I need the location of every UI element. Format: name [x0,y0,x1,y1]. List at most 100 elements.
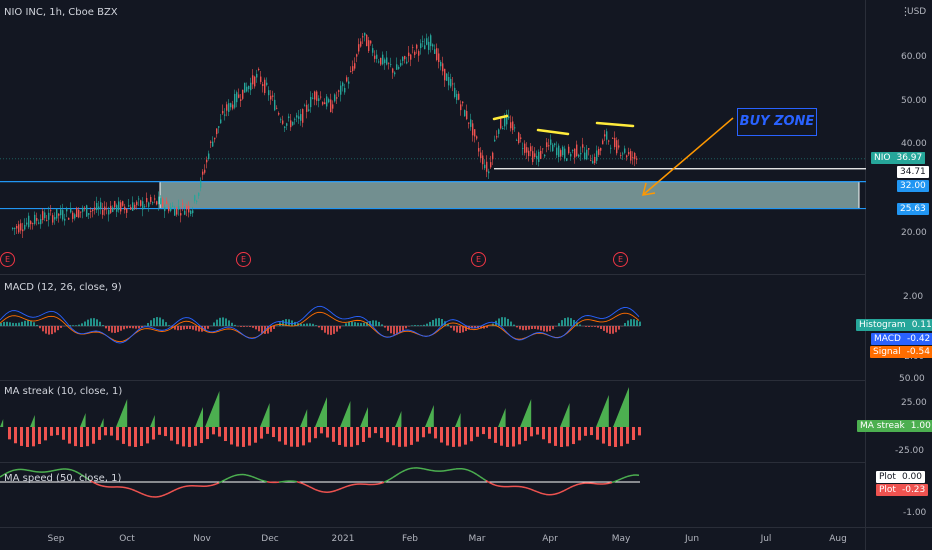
streak-up-bar [30,415,35,427]
plot-segment [83,475,88,480]
y-tick: 40.00 [901,139,927,149]
streak-down-bar [434,427,437,439]
macd-line [0,305,640,344]
macd-histogram-bar [54,326,56,333]
plot-segment [392,474,397,478]
macd-histogram-bar [120,326,122,331]
plot-segment [554,492,559,495]
plot-segment [257,478,262,481]
candle-body [82,207,84,212]
streak-down-bar [530,427,533,437]
plot-segment [2,472,7,476]
candle-body [110,205,112,213]
candle-body [278,113,280,115]
candle-body [564,148,566,159]
macd-histogram-bar [102,325,104,326]
macd-histogram-bar [540,326,542,331]
candle-body [342,82,344,87]
candle-body [418,51,420,56]
streak-down-bar [14,427,17,444]
macd-histogram-bar [174,326,176,330]
candle-body [594,157,596,164]
macd-histogram-bar [630,319,632,326]
streak-up-bar [625,418,629,427]
candle-body [380,57,382,65]
candle-body [450,78,452,87]
macd-histogram-bar [423,324,425,326]
menu-icon[interactable]: ⋮ [900,5,911,18]
candle-body [530,146,532,152]
plot-segment [5,471,10,475]
candle-body [382,54,384,65]
earnings-marker[interactable]: E [236,252,251,267]
streak-up-bar [116,399,128,427]
ma-streak-title[interactable]: MA streak (10, close, 1) [4,386,123,397]
streak-down-bar [200,427,203,444]
plot-segment [254,477,259,480]
macd-title[interactable]: MACD (12, 26, close, 9) [4,282,122,293]
macd-histogram-bar [600,326,602,330]
candle-body [504,116,506,127]
candle-body [410,54,412,60]
macd-histogram-bar [216,319,218,326]
symbol-title[interactable]: NIO INC, 1h, Cboe BZX [4,7,118,18]
earnings-marker[interactable]: E [471,252,486,267]
pane-separator[interactable] [0,462,866,463]
earnings-marker[interactable]: E [613,252,628,267]
candle-body [490,162,492,168]
streak-up-bar [613,387,629,427]
x-tick: Nov [193,534,211,544]
candle-body [584,152,586,159]
pane-separator[interactable] [0,380,866,381]
streak-down-bar [578,427,581,441]
plot-segment [488,481,493,485]
earnings-marker[interactable]: E [0,252,15,267]
candle-body [330,99,332,113]
candle-body [150,196,152,202]
candle-body [304,105,306,107]
plot-segment [542,493,547,496]
plot-segment [311,487,316,491]
streak-down-bar [566,427,569,447]
macd-histogram-bar [519,326,521,330]
pane-separator[interactable] [0,274,866,275]
macd-histogram-bar [387,326,389,331]
macd-histogram-bar [90,318,92,326]
candle-body [76,207,78,218]
candle-body [390,64,392,65]
candle-body [128,205,130,207]
candle-body [336,97,338,99]
macd-histogram-bar [69,325,71,326]
candle-body [436,48,438,60]
candle-body [474,129,476,137]
macd-histogram-bar [186,326,188,329]
candle-body [618,145,620,148]
candle-body [136,201,138,206]
candle-body [520,137,522,139]
plot-segment [71,469,76,472]
macd-histogram-bar [384,326,386,328]
candle-body [134,204,136,209]
plot-segment [308,485,313,489]
candle-body [466,111,468,120]
streak-down-bar [284,427,287,445]
streak-down-bar [374,427,377,434]
buy-zone-annotation[interactable]: BUY ZONE [737,108,817,136]
macd-histogram-bar [96,319,98,326]
candle-body [296,115,298,118]
ma-speed-title[interactable]: MA speed (50, close, 1) [4,473,122,484]
streak-down-bar [512,427,515,447]
plot-segment [482,477,487,482]
candle-body [456,93,458,101]
candle-body [546,142,548,147]
candle-body [242,89,244,99]
candle-body [266,82,268,85]
macd-histogram-bar [435,318,437,326]
candle-body [68,217,70,220]
macd-histogram-bar [531,326,533,330]
streak-down-bar [104,427,107,436]
candle-body [400,63,402,66]
macd-histogram-bar [588,326,590,327]
streak-down-bar [74,427,77,447]
